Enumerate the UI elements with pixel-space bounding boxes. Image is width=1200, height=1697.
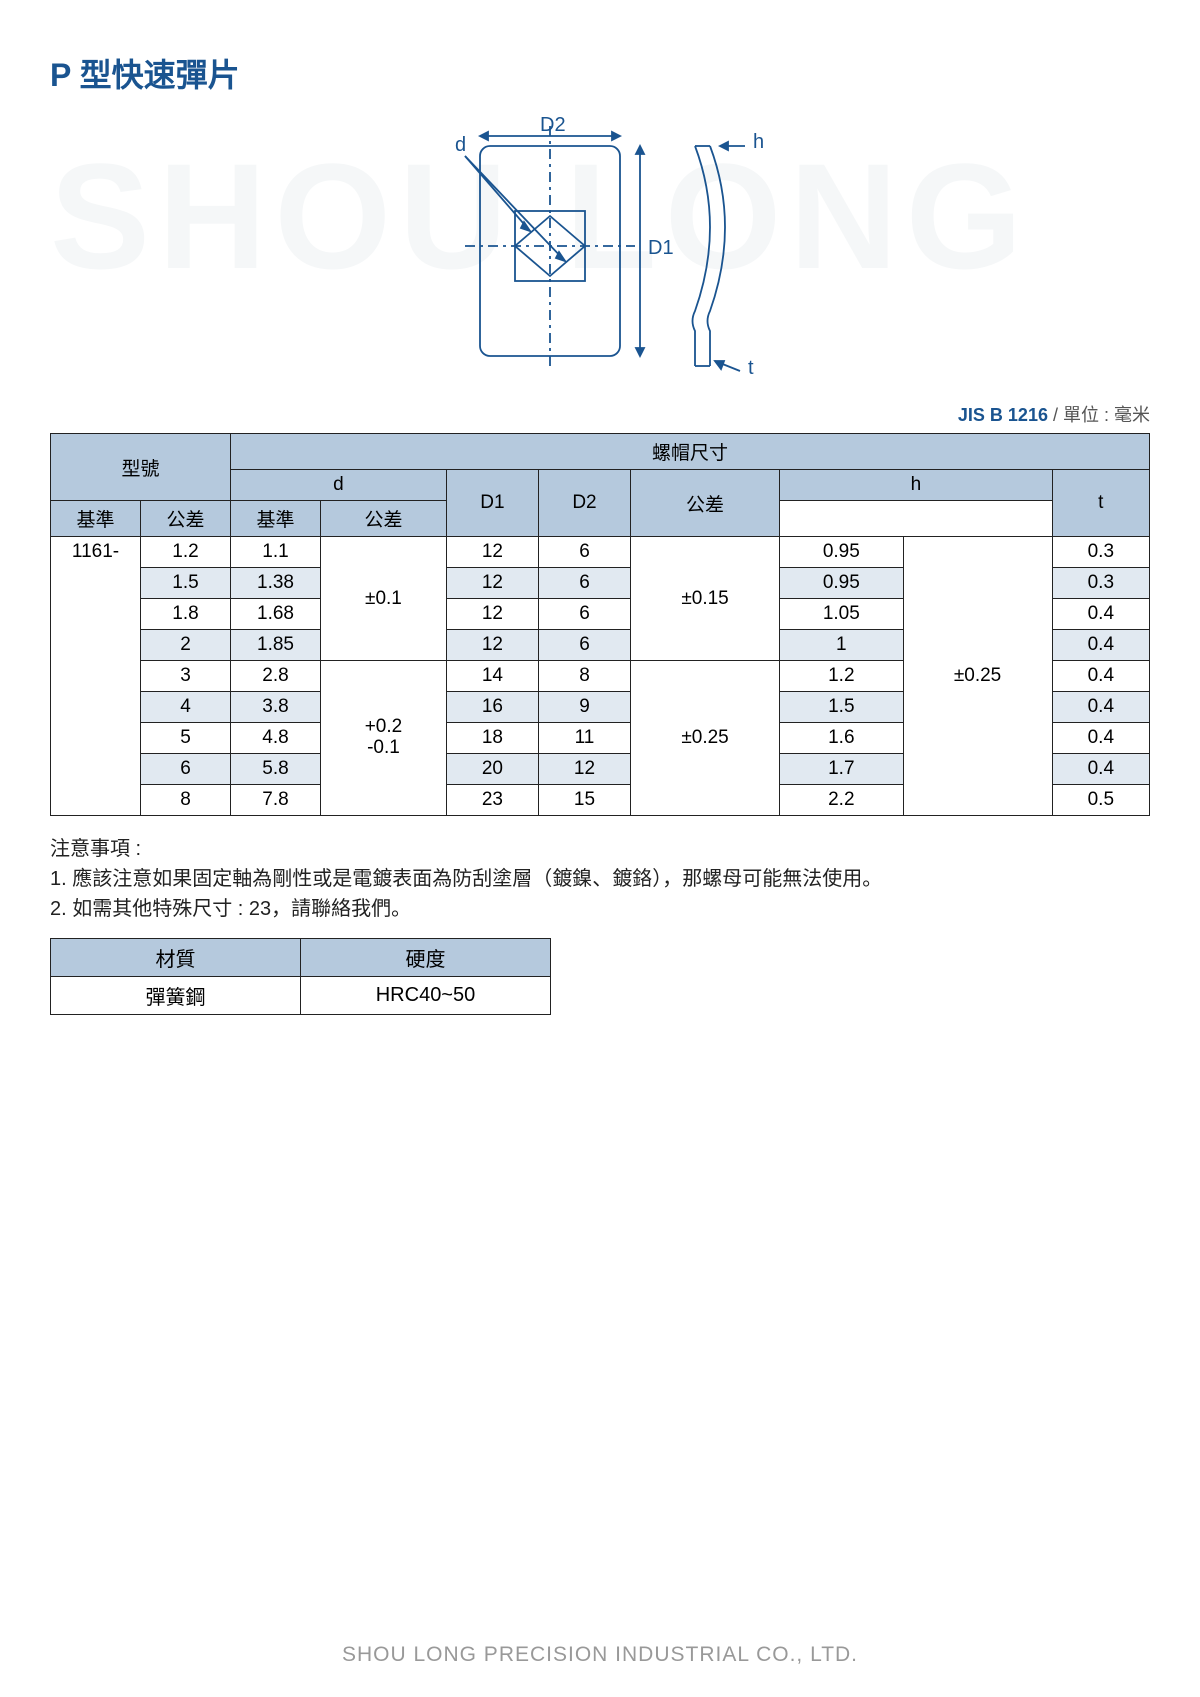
cell-D2: 6 xyxy=(538,537,630,568)
standard-line: JIS B 1216 / 單位 : 毫米 xyxy=(50,401,1150,427)
footer-text: SHOU LONG PRECISION INDUSTRIAL CO., LTD. xyxy=(0,1643,1200,1667)
th-tol-shared: 公差 xyxy=(631,470,780,537)
cell-d: 4.8 xyxy=(231,723,321,754)
cell-D2: 8 xyxy=(538,661,630,692)
cell-D2: 9 xyxy=(538,692,630,723)
cell-D1: 18 xyxy=(446,723,538,754)
standard-code: JIS B 1216 xyxy=(958,405,1048,425)
th-D1: D1 xyxy=(446,470,538,537)
cell-size: 3 xyxy=(141,661,231,692)
th-cap-dims: 螺帽尺寸 xyxy=(231,434,1150,470)
cell-size: 2 xyxy=(141,630,231,661)
cell-d: 1.85 xyxy=(231,630,321,661)
cell-t: 0.4 xyxy=(1052,754,1149,785)
cell-size: 5 xyxy=(141,723,231,754)
cell-h: 1 xyxy=(780,630,903,661)
th-model: 型號 xyxy=(51,434,231,501)
diagram-label-d: d xyxy=(455,134,466,156)
th-h-tol: 公差 xyxy=(321,501,447,537)
technical-diagram: d D2 D1 h t xyxy=(50,116,1150,381)
cell-d: 7.8 xyxy=(231,785,321,816)
cell-D1: 23 xyxy=(446,785,538,816)
th-d-basis: 基準 xyxy=(51,501,141,537)
cell-d: 1.1 xyxy=(231,537,321,568)
th-D2: D2 xyxy=(538,470,630,537)
cell-D2: 11 xyxy=(538,723,630,754)
cell-h: 1.7 xyxy=(780,754,903,785)
cell-h: 2.2 xyxy=(780,785,903,816)
cell-size: 4 xyxy=(141,692,231,723)
cell-D1: 20 xyxy=(446,754,538,785)
cell-size: 8 xyxy=(141,785,231,816)
cell-size: 1.8 xyxy=(141,599,231,630)
cell-d: 3.8 xyxy=(231,692,321,723)
cell-h: 1.05 xyxy=(780,599,903,630)
diagram-label-h: h xyxy=(753,131,764,153)
diagram-label-t: t xyxy=(748,357,754,376)
cell-D2: 6 xyxy=(538,568,630,599)
mat-th-material: 材質 xyxy=(51,939,301,977)
note-item: 2. 如需其他特殊尺寸 : 23，請聯絡我們。 xyxy=(50,894,1150,924)
mat-th-hardness: 硬度 xyxy=(301,939,551,977)
spec-table: 型號 螺帽尺寸 d D1 D2 公差 h t 基準 公差 基準 公差 1161-… xyxy=(50,433,1150,816)
th-h-basis: 基準 xyxy=(231,501,321,537)
cell-t: 0.3 xyxy=(1052,568,1149,599)
cell-t: 0.3 xyxy=(1052,537,1149,568)
cell-d: 2.8 xyxy=(231,661,321,692)
cell-D2: 15 xyxy=(538,785,630,816)
note-item: 1. 應該注意如果固定軸為剛性或是電鍍表面為防刮塗層（鍍鎳、鍍鉻），那螺母可能無… xyxy=(50,864,1150,894)
cell-D1: 12 xyxy=(446,537,538,568)
cell-t: 0.4 xyxy=(1052,630,1149,661)
cell-t: 0.4 xyxy=(1052,661,1149,692)
cell-h: 1.5 xyxy=(780,692,903,723)
th-d: d xyxy=(231,470,447,501)
cell-d-tol-group1: ±0.1 xyxy=(321,537,447,661)
diagram-label-D1: D1 xyxy=(648,237,674,259)
cell-D1: 12 xyxy=(446,630,538,661)
cell-d: 1.38 xyxy=(231,568,321,599)
cell-h-tol: ±0.25 xyxy=(903,537,1052,816)
cell-D1: 12 xyxy=(446,599,538,630)
th-h: h xyxy=(780,470,1053,501)
th-t: t xyxy=(1052,470,1149,537)
diagram-label-D2: D2 xyxy=(540,116,566,136)
cell-d: 5.8 xyxy=(231,754,321,785)
cell-h: 1.6 xyxy=(780,723,903,754)
cell-t: 0.4 xyxy=(1052,723,1149,754)
notes-heading: 注意事項 : xyxy=(50,834,1150,864)
cell-D2: 12 xyxy=(538,754,630,785)
cell-D1: 16 xyxy=(446,692,538,723)
cell-D-tol-group1: ±0.15 xyxy=(631,537,780,661)
cell-size: 1.5 xyxy=(141,568,231,599)
cell-D1: 12 xyxy=(446,568,538,599)
cell-D1: 14 xyxy=(446,661,538,692)
cell-size: 6 xyxy=(141,754,231,785)
cell-D2: 6 xyxy=(538,630,630,661)
notes-block: 注意事項 : 1. 應該注意如果固定軸為剛性或是電鍍表面為防刮塗層（鍍鎳、鍍鉻）… xyxy=(50,834,1150,924)
th-d-tol: 公差 xyxy=(141,501,231,537)
cell-d: 1.68 xyxy=(231,599,321,630)
material-table: 材質 硬度 彈簧鋼 HRC40~50 xyxy=(50,938,551,1015)
cell-model-prefix: 1161- xyxy=(51,537,141,816)
cell-t: 0.4 xyxy=(1052,599,1149,630)
table-row: 1161-1.21.1±0.1126±0.150.95±0.250.3 xyxy=(51,537,1150,568)
cell-D-tol-group2: ±0.25 xyxy=(631,661,780,816)
cell-d-tol-group2: +0.2-0.1 xyxy=(321,661,447,816)
cell-h: 0.95 xyxy=(780,537,903,568)
unit-label: / 單位 : 毫米 xyxy=(1053,405,1150,425)
page-title: P 型快速彈片 xyxy=(50,50,1150,96)
cell-size: 1.2 xyxy=(141,537,231,568)
mat-td-hardness: HRC40~50 xyxy=(301,977,551,1015)
cell-t: 0.4 xyxy=(1052,692,1149,723)
cell-D2: 6 xyxy=(538,599,630,630)
cell-t: 0.5 xyxy=(1052,785,1149,816)
mat-td-material: 彈簧鋼 xyxy=(51,977,301,1015)
cell-h: 1.2 xyxy=(780,661,903,692)
cell-h: 0.95 xyxy=(780,568,903,599)
